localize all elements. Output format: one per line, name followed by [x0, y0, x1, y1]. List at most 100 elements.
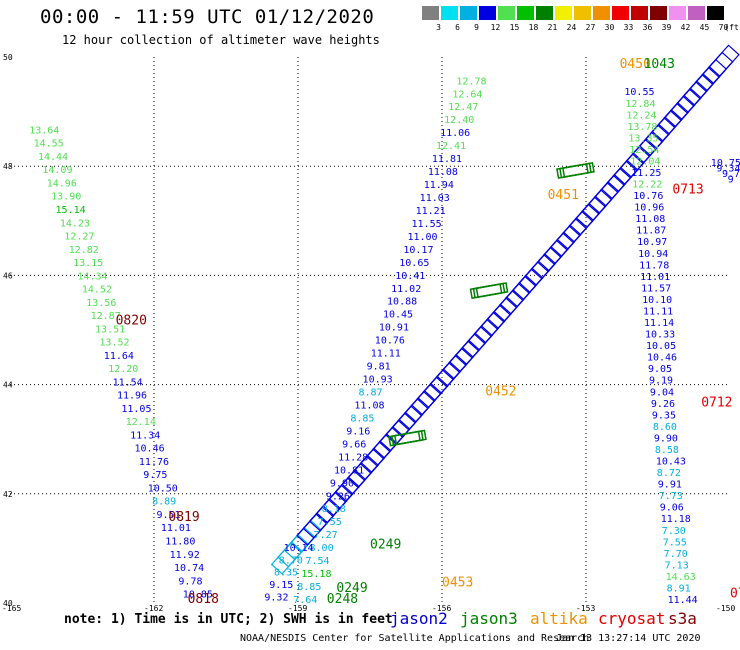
wave-height-label: 7.54: [305, 556, 329, 567]
wave-height-label: 7.73: [659, 491, 683, 502]
y-tick-label: 48: [3, 162, 13, 171]
wave-height-label: 10.50: [148, 483, 178, 494]
color-swatch: [441, 6, 458, 20]
wave-height-label: 14.23: [60, 218, 90, 229]
wave-height-label: 9: [728, 175, 734, 186]
wave-height-label: 10.81: [334, 465, 364, 476]
color-swatch: [593, 6, 610, 20]
wave-height-label: 11.78: [639, 260, 669, 271]
wave-height-label: 12.87: [91, 311, 121, 322]
wave-height-label: 10.14: [284, 543, 314, 554]
wave-height-label: 9.51: [156, 510, 180, 521]
y-tick-label: 46: [3, 271, 13, 280]
time-label: 0712: [701, 395, 732, 410]
wave-height-label: 11.08: [354, 400, 384, 411]
wave-height-label: 8.87: [358, 388, 382, 399]
wave-height-label: 12.82: [69, 245, 99, 256]
credit-line: NOAA/NESDIS Center for Satellite Applica…: [240, 633, 590, 644]
wave-height-label: 7.55: [318, 517, 342, 528]
wave-height-label: 14.96: [47, 178, 77, 189]
wave-height-label: 15.14: [56, 205, 86, 216]
color-swatch: [612, 6, 629, 20]
wave-height-label: 8.72: [657, 468, 681, 479]
wave-height-label: 8.85: [297, 582, 321, 593]
legend-jason3: jason3: [460, 609, 518, 628]
wave-height-label: 10.88: [387, 297, 417, 308]
color-label: 12: [490, 23, 501, 32]
time-label: 1043: [644, 57, 675, 72]
legend-cryosat: cryosat: [598, 609, 666, 628]
wave-height-label: 7.55: [663, 537, 687, 548]
color-label: 30: [604, 23, 615, 32]
wave-height-label: 11.14: [644, 318, 674, 329]
wave-height-label: 11.01: [161, 523, 191, 534]
legend-jason2: jason2: [390, 609, 448, 628]
x-tick-label: -159: [288, 604, 307, 613]
wave-height-label: 12.04: [630, 156, 660, 167]
wave-height-label: 9.32: [264, 592, 288, 603]
legend-s3a: s3a: [668, 609, 697, 628]
wave-height-label: 11.55: [412, 219, 442, 230]
wave-height-label: 10.76: [633, 191, 663, 202]
wave-height-label: 11.28: [338, 452, 368, 463]
wave-height-label: 9.26: [651, 399, 675, 410]
wave-height-label: 8.00: [310, 543, 334, 554]
wave-height-label: 9.06: [660, 503, 684, 514]
wave-height-label: 8.58: [655, 445, 679, 456]
time-label: 0818: [188, 592, 219, 607]
color-label: 21: [547, 23, 558, 32]
jason3-mark: [561, 162, 595, 178]
wave-height-label: 11.80: [165, 537, 195, 548]
wave-height-label: 8.18: [322, 504, 346, 515]
wave-height-label: 10.33: [645, 330, 675, 341]
time-label: 0453: [442, 576, 473, 591]
wave-height-label: 11.11: [643, 306, 673, 317]
color-label: 42: [680, 23, 691, 32]
color-label: 18: [528, 23, 539, 32]
color-label: 24: [566, 23, 577, 32]
time-label: 0820: [116, 314, 147, 329]
wave-height-label: 11.25: [631, 168, 661, 179]
color-swatch: [555, 6, 572, 20]
time-label: 0450: [620, 57, 651, 72]
wave-height-label: 11.34: [130, 430, 160, 441]
time-label: 0452: [485, 385, 516, 400]
wave-height-label: 11.01: [640, 272, 670, 283]
wave-height-label: 8.60: [653, 422, 677, 433]
time-label: 0249: [370, 537, 401, 552]
track-mark: [707, 44, 740, 78]
wave-height-label: 11.08: [428, 167, 458, 178]
color-swatch: [479, 6, 496, 20]
wave-height-label: 11.76: [139, 457, 169, 468]
wave-height-label: 12.20: [108, 364, 138, 375]
color-swatch: [517, 6, 534, 20]
color-swatch: [422, 6, 439, 20]
wave-height-label: 9.75: [143, 470, 167, 481]
wave-height-label: 11.06: [440, 128, 470, 139]
wave-height-label: 12.24: [626, 110, 656, 121]
wave-height-label: 13.35: [628, 133, 658, 144]
wave-height-label: 7.13: [665, 560, 689, 571]
color-label: 36: [642, 23, 653, 32]
color-label: 39: [661, 23, 672, 32]
wave-height-label: 11.18: [661, 514, 691, 525]
wave-height-label: 11.00: [407, 232, 437, 243]
wave-height-label: 14.34: [77, 271, 107, 282]
wave-height-label: 10.45: [383, 310, 413, 321]
x-tick-label: -162: [144, 604, 163, 613]
wave-height-label: 13.52: [99, 338, 129, 349]
wave-height-label: 12.78: [456, 76, 486, 87]
wave-height-label: 11.94: [424, 180, 454, 191]
time-label: 0819: [168, 510, 199, 525]
wave-height-label: 9.91: [658, 480, 682, 491]
color-swatch: [669, 6, 686, 20]
wave-height-label: 9.90: [654, 433, 678, 444]
wave-height-label: 11.03: [420, 193, 450, 204]
wave-height-label: 11.64: [104, 351, 134, 362]
wave-height-label: 9.04: [650, 387, 674, 398]
wave-height-label: 13.90: [51, 192, 81, 203]
time-label: 071: [730, 587, 740, 602]
wave-height-label: 11.02: [391, 284, 421, 295]
wave-height-label: 13.51: [95, 324, 125, 335]
y-tick-label: 42: [3, 490, 13, 499]
